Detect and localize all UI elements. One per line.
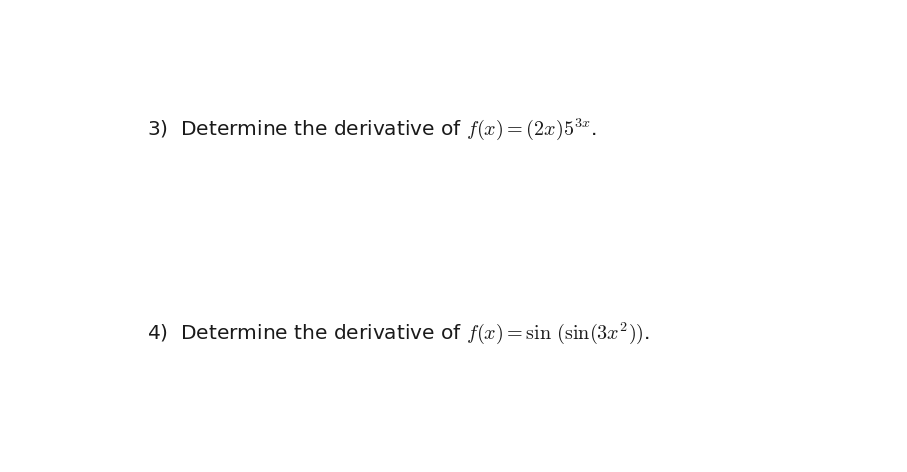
Text: 3)  Determine the derivative of $f(x) = (2x)5^{3x}$.: 3) Determine the derivative of $f(x) = (… [147,117,597,142]
Text: 4)  Determine the derivative of $f(x) = \sin\,(\sin(3x^2))$.: 4) Determine the derivative of $f(x) = \… [147,320,650,346]
